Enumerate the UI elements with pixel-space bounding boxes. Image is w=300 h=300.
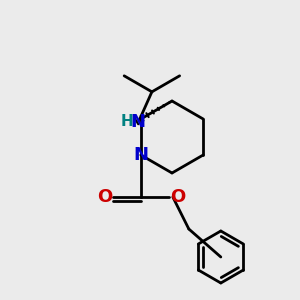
Text: H: H xyxy=(121,115,133,130)
Text: O: O xyxy=(97,188,112,206)
Text: O: O xyxy=(170,188,185,206)
Text: N: N xyxy=(133,146,148,164)
Text: N: N xyxy=(130,113,146,131)
